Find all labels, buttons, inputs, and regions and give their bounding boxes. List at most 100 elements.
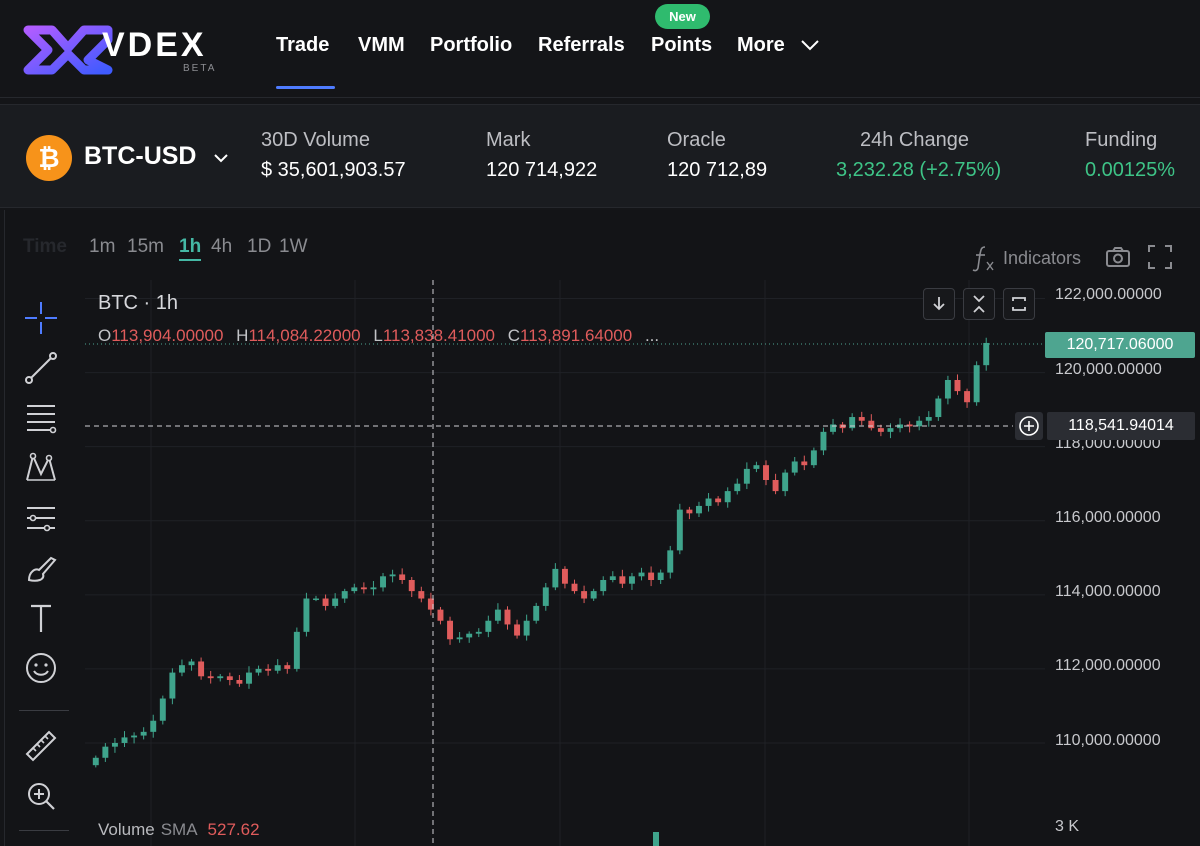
candle-body — [810, 450, 817, 466]
candle-body — [494, 609, 501, 621]
volume-bar — [653, 832, 659, 846]
candle-body — [131, 735, 138, 738]
candle-body — [485, 620, 492, 632]
candle-body — [140, 731, 147, 736]
volume-30d-value: $ 35,601,903.57 — [261, 159, 406, 181]
candle-body — [743, 468, 750, 484]
candle-body — [868, 420, 875, 429]
brand-name: VDEX — [102, 26, 207, 64]
candle-body — [380, 576, 386, 588]
timeframe-1h[interactable]: 1h — [179, 236, 202, 261]
pattern-icon[interactable] — [23, 450, 59, 486]
price-tick-112000: 112,000.00000 — [1055, 657, 1161, 674]
candle-body — [983, 342, 990, 366]
candle-body — [389, 574, 396, 577]
timeframe-1w[interactable]: 1W — [279, 236, 308, 257]
chart-symbol-title: BTC · 1h — [98, 292, 179, 314]
volume-axis-tick: 3 K — [1055, 818, 1080, 835]
timeframe-1m[interactable]: 1m — [89, 236, 116, 257]
text-icon[interactable] — [23, 600, 59, 636]
camera-icon[interactable] — [1105, 246, 1131, 268]
candle-body — [313, 598, 319, 601]
candle-body — [217, 676, 224, 679]
oracle-label: Oracle — [667, 129, 726, 151]
candle-body — [399, 574, 406, 580]
nav-portfolio[interactable]: Portfolio — [430, 34, 513, 56]
fullscreen-icon[interactable] — [1147, 244, 1173, 270]
nav-trade[interactable]: Trade — [276, 34, 330, 56]
indicators-button[interactable]: Indicators — [1003, 248, 1082, 268]
candle-body — [648, 572, 655, 580]
candle-body — [456, 637, 463, 640]
candle-body — [877, 428, 884, 432]
trend-line-icon[interactable] — [23, 350, 59, 386]
candle-body — [284, 665, 291, 669]
ruler-icon[interactable] — [23, 728, 59, 764]
candle-body — [351, 587, 358, 592]
emoji-icon[interactable] — [23, 650, 59, 686]
candle-body — [255, 668, 262, 673]
candle-body — [265, 668, 272, 671]
candle-body — [178, 665, 185, 673]
candle-body — [772, 480, 779, 492]
function-icon[interactable] — [971, 244, 997, 272]
candle-body — [935, 398, 942, 418]
zoom-in-icon[interactable] — [23, 778, 59, 814]
timeframe-4h[interactable]: 4h — [211, 236, 233, 257]
change-24h-value: 3,232.28 (+2.75%) — [836, 159, 1002, 181]
timeframe-1d[interactable]: 1D — [247, 236, 272, 257]
last-price-label: 120,717.06000 — [1045, 332, 1195, 358]
brush-icon[interactable] — [23, 550, 59, 586]
candle-body — [514, 624, 521, 636]
candle-body — [542, 587, 549, 606]
chart-panel: Time 1m 15m 1h 4h 1D 1W Indicators — [4, 210, 1200, 846]
candle-body — [791, 461, 798, 473]
candle-body — [619, 576, 626, 584]
candle-body — [102, 746, 109, 758]
new-badge: New — [655, 4, 710, 29]
candle-body — [427, 598, 434, 610]
reset-icon — [1012, 297, 1026, 311]
scroll-to-latest-button[interactable] — [923, 288, 955, 320]
candle-body — [169, 672, 176, 699]
ohlc-more[interactable]: ... — [644, 326, 660, 345]
nav-referrals[interactable]: Referrals — [538, 34, 625, 56]
timeframe-time[interactable]: Time — [23, 236, 68, 257]
candle-body — [906, 424, 913, 427]
price-chart[interactable] — [85, 280, 1051, 846]
candle-body — [638, 572, 645, 577]
candle-body — [667, 550, 674, 573]
drawing-toolbar — [5, 288, 75, 846]
candle-body — [408, 580, 415, 592]
forecast-icon[interactable] — [23, 500, 59, 536]
chevron-down-icon[interactable] — [213, 152, 229, 164]
nav-more[interactable]: More — [737, 34, 785, 56]
reset-chart-button[interactable] — [1003, 288, 1035, 320]
fib-icon[interactable] — [23, 400, 59, 436]
candle-body — [293, 631, 300, 669]
candle-body — [705, 498, 712, 506]
nav-points[interactable]: Points — [651, 34, 713, 56]
crosshair-icon[interactable] — [23, 300, 59, 336]
price-tick-114000: 114,000.00000 — [1055, 583, 1161, 600]
collapse-button[interactable] — [963, 288, 995, 320]
chevron-down-icon[interactable] — [800, 38, 820, 52]
candle-body — [418, 591, 425, 599]
candle-body — [801, 461, 808, 466]
timeframe-15m[interactable]: 15m — [127, 236, 164, 257]
ohlc-high-value: 114,084.22000 — [248, 326, 361, 345]
candle-body — [360, 587, 367, 590]
vdex-logo-icon[interactable] — [22, 20, 232, 78]
candle-body — [437, 609, 444, 621]
market-pair-selector[interactable]: BTC-USD — [84, 142, 197, 170]
candle-body — [198, 661, 205, 677]
funding-value: 0.00125% — [1085, 159, 1176, 181]
candle-body — [207, 676, 214, 679]
candle-body — [561, 568, 568, 584]
nav-vmm[interactable]: VMM — [358, 34, 405, 56]
add-alert-button[interactable] — [1015, 412, 1043, 440]
candle-body — [332, 598, 339, 606]
volume-legend: Volume SMA 527.62 — [98, 820, 260, 840]
candle-body — [830, 424, 836, 432]
volume-sma-label: SMA — [160, 820, 198, 839]
